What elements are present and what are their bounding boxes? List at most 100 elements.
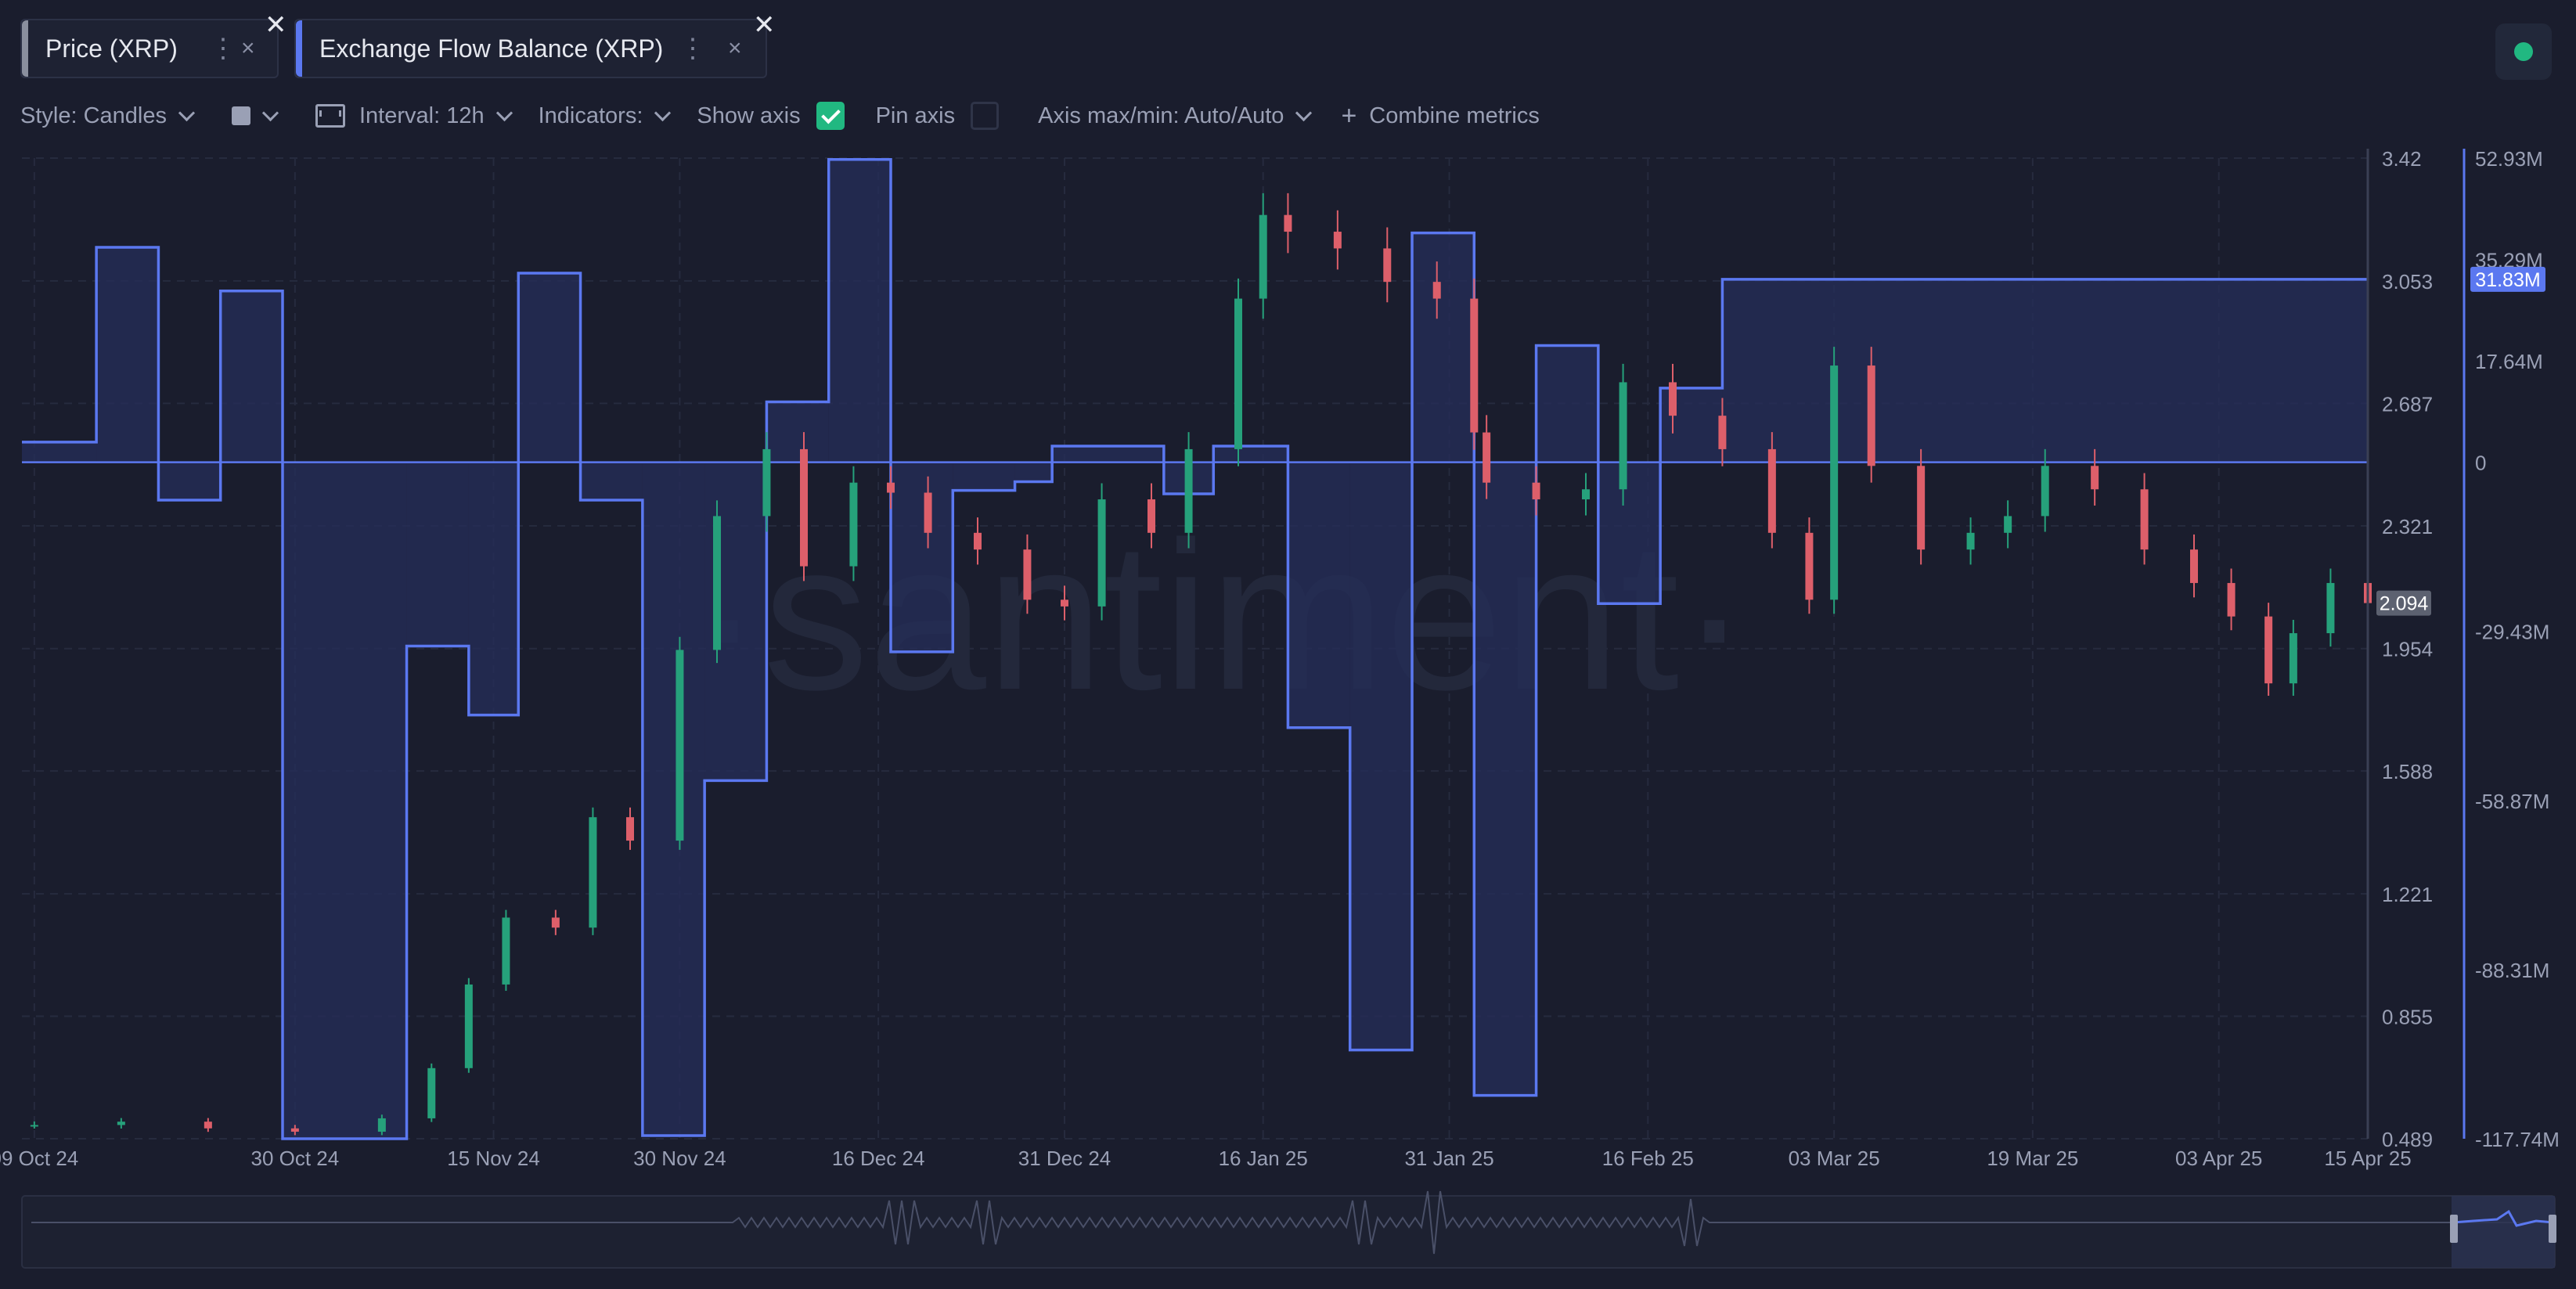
candle-body: [800, 448, 808, 567]
price-tick-label: 3.053: [2382, 270, 2433, 293]
tab-accent: [22, 20, 28, 77]
candle-body: [887, 482, 895, 493]
chart-toolbar: Style: Candles Interval: 12h Indicators:…: [20, 99, 1563, 133]
candle-body: [1767, 448, 1776, 533]
pin-axis-checkbox[interactable]: [971, 102, 1000, 130]
candle-body: [1259, 214, 1267, 299]
x-tick-label: 03 Apr 25: [2175, 1147, 2262, 1170]
candle-body: [1432, 282, 1441, 299]
calendar-icon: [315, 104, 345, 128]
style-dropdown[interactable]: Style: Candles: [20, 103, 196, 129]
more-options-icon[interactable]: ⋮: [679, 34, 706, 63]
flow-bar: [953, 462, 1015, 491]
x-tick-label: 31 Jan 25: [1404, 1147, 1493, 1170]
candle-body: [2190, 549, 2198, 583]
navigator-window: [2452, 1196, 2555, 1268]
candle-body: [1966, 532, 1975, 550]
remove-metric-icon[interactable]: ✕: [753, 10, 776, 40]
show-axis-label: Show axis: [697, 103, 801, 128]
price-last-label: 2.094: [2380, 593, 2429, 615]
x-tick-label: 03 Mar 25: [1789, 1147, 1880, 1170]
x-tick-label: 16 Dec 24: [832, 1147, 925, 1170]
candle-body: [1147, 499, 1155, 533]
candle-body: [1718, 416, 1727, 449]
flow-bar: [220, 290, 283, 463]
price-series: [30, 193, 2372, 1136]
color-dropdown[interactable]: [232, 104, 279, 125]
indicators-dropdown[interactable]: Indicators:: [538, 103, 672, 129]
price-tick-label: 2.321: [2382, 515, 2433, 538]
flow-bar: [1722, 279, 2368, 463]
flow-bar: [1598, 462, 1661, 604]
flow-bar: [518, 273, 581, 463]
flow-tick-label: 17.64M: [2475, 350, 2543, 373]
candle-body: [626, 817, 634, 841]
flow-last-label: 31.83M: [2475, 269, 2540, 291]
candle-body: [713, 516, 721, 650]
combine-label: Combine metrics: [1369, 103, 1540, 128]
tab-accent: [296, 20, 302, 77]
flow-tick-label: -29.43M: [2475, 621, 2549, 644]
navigator-handle-right: [2549, 1215, 2556, 1243]
flow-bar: [642, 462, 705, 1136]
candle-body: [464, 984, 473, 1068]
flow-bar: [158, 462, 221, 501]
flow-bar: [22, 441, 97, 463]
candle-body: [2091, 466, 2099, 490]
flow-tick-label: -58.87M: [2475, 790, 2549, 813]
candle-body: [1582, 489, 1590, 500]
candle-body: [1619, 382, 1627, 490]
close-icon[interactable]: ×: [728, 35, 742, 61]
candle-body: [427, 1068, 436, 1118]
candle-body: [2227, 582, 2236, 617]
combine-metrics-button[interactable]: + Combine metrics: [1341, 101, 1539, 131]
navigator-sparkline: [31, 1190, 2542, 1255]
flow-bar: [766, 401, 829, 463]
flow-series: [22, 157, 2368, 1140]
candle-body: [1383, 248, 1392, 283]
more-options-icon[interactable]: ⋮: [210, 34, 236, 63]
x-tick-label: 31 Dec 24: [1018, 1147, 1111, 1170]
candle-body: [2326, 582, 2335, 634]
candle-body: [1470, 298, 1479, 433]
navigator-window-line: [2452, 1209, 2554, 1227]
candle-body: [2041, 466, 2049, 517]
price-tick-label: 0.855: [2382, 1006, 2433, 1029]
pin-axis-toggle[interactable]: Pin axis: [876, 102, 1000, 130]
show-axis-checkbox[interactable]: [816, 102, 845, 130]
tab-exchange-flow[interactable]: Exchange Flow Balance (XRP) ⋮ ×: [294, 19, 767, 78]
candle-body: [1805, 532, 1814, 600]
remove-metric-icon[interactable]: ✕: [265, 10, 287, 40]
candle-body: [1917, 466, 1926, 550]
plus-icon: +: [1341, 100, 1357, 131]
candle-body: [762, 448, 771, 517]
x-tick-label: 15 Apr 25: [2324, 1147, 2411, 1170]
flow-bar: [1213, 446, 1288, 463]
candle-body: [974, 532, 982, 550]
time-navigator[interactable]: [21, 1190, 2556, 1269]
flow-line: [22, 157, 2368, 1140]
x-tick-label: 30 Oct 24: [250, 1147, 339, 1170]
candle-body: [290, 1128, 299, 1132]
flow-bar: [580, 462, 643, 501]
flow-bar: [1412, 232, 1475, 463]
candle-body: [117, 1122, 125, 1125]
navigator-track: [21, 1195, 2556, 1269]
flow-bar: [1014, 462, 1053, 482]
flow-bar: [828, 159, 891, 463]
show-axis-toggle[interactable]: Show axis: [697, 102, 845, 130]
indicators-label: Indicators:: [538, 103, 643, 128]
interval-dropdown[interactable]: Interval: 12h: [315, 103, 513, 129]
close-icon[interactable]: ×: [241, 35, 255, 61]
axes: 3.42 3.053 2.687 2.321 1.954 1.588 1.221 0.855 0…: [0, 147, 2560, 1170]
candle-body: [1184, 448, 1193, 533]
status-indicator-icon[interactable]: [2495, 23, 2552, 80]
tab-label: Price (XRP): [45, 34, 178, 63]
candle-body: [2140, 489, 2149, 550]
tab-price[interactable]: Price (XRP) ⋮ ×: [20, 19, 279, 78]
x-tick-label: 09 Oct 24: [0, 1147, 78, 1170]
axis-maxmin-dropdown[interactable]: Axis max/min: Auto/Auto: [1038, 103, 1313, 129]
candle-body: [849, 482, 858, 567]
navigator-handle-left: [2450, 1215, 2458, 1243]
